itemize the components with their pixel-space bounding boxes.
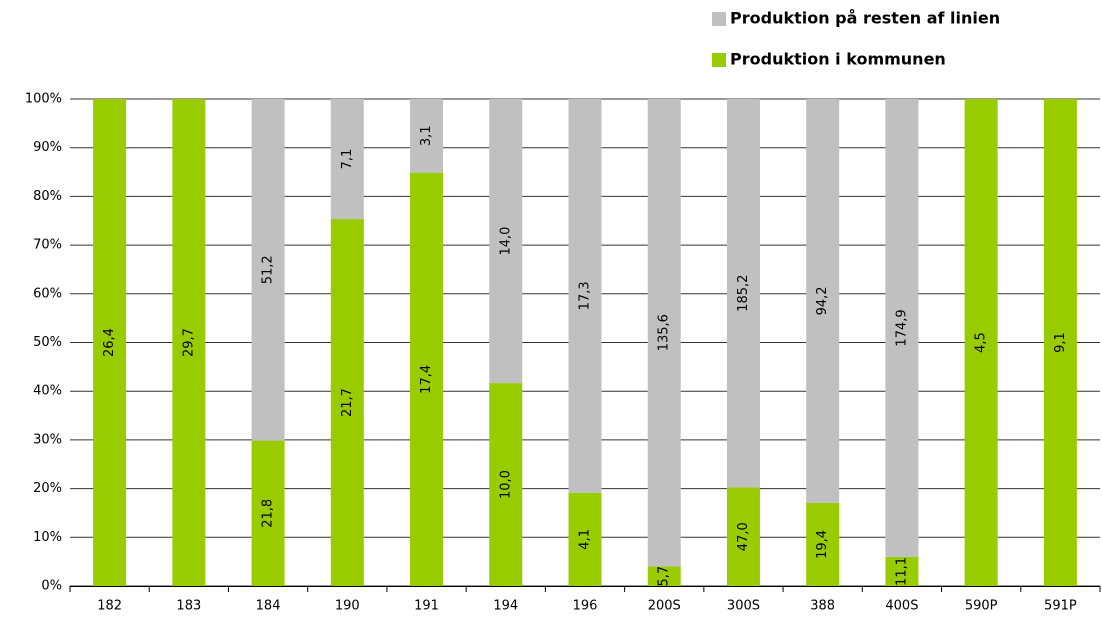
data-label: 47,0: [736, 522, 751, 551]
y-tick-label: 100%: [25, 92, 62, 107]
x-tick-label: 300S: [727, 599, 760, 614]
bar-segment: [964, 99, 998, 586]
bar-segment: [647, 566, 681, 586]
x-tick-label: 200S: [648, 599, 681, 614]
bar-segment: [330, 99, 364, 220]
y-tick-label: 20%: [33, 481, 62, 496]
bar-segment: [410, 99, 444, 173]
legend-label: Produktion på resten af linien: [730, 9, 1000, 28]
data-label: 17,3: [578, 281, 593, 310]
bar-segment: [806, 502, 840, 586]
bar-segment: [726, 487, 760, 586]
legend-label: Produktion i kommunen: [730, 50, 946, 69]
data-label: 135,6: [657, 314, 672, 351]
data-label: 14,0: [498, 227, 513, 256]
y-tick-label: 40%: [33, 384, 62, 399]
bar-segment: [410, 172, 444, 586]
bar-segment: [93, 99, 127, 586]
data-label: 9,1: [1053, 332, 1068, 353]
data-label: 21,7: [340, 388, 355, 417]
y-tick-label: 30%: [33, 432, 62, 447]
bar-segment: [1043, 99, 1077, 586]
bar-segment: [885, 99, 919, 557]
x-tick-label: 590P: [965, 599, 998, 614]
bar-segment: [568, 99, 602, 493]
data-label: 4,5: [974, 332, 989, 353]
x-tick-label: 388: [810, 599, 835, 614]
data-label: 5,7: [657, 566, 672, 587]
bar-segment: [251, 99, 285, 441]
bar-segment: [647, 99, 681, 567]
data-label: 26,4: [102, 328, 117, 357]
y-tick-label: 50%: [33, 335, 62, 350]
y-tick-label: 80%: [33, 189, 62, 204]
x-tick-label: 591P: [1044, 599, 1077, 614]
data-label: 17,4: [419, 365, 434, 394]
data-label: 19,4: [815, 530, 830, 559]
bar-segment: [806, 99, 840, 503]
data-label: 94,2: [815, 286, 830, 315]
bar-segment: [489, 99, 523, 384]
data-label: 29,7: [181, 328, 196, 357]
data-label: 11,1: [894, 557, 909, 586]
y-tick-label: 10%: [33, 530, 62, 545]
data-label: 185,2: [736, 275, 751, 312]
x-tick-label: 400S: [885, 599, 918, 614]
data-label: 7,1: [340, 149, 355, 170]
bar-segment: [330, 219, 364, 586]
data-label: 10,0: [498, 470, 513, 499]
y-tick-label: 90%: [33, 140, 62, 155]
bar-segment: [489, 383, 523, 586]
y-tick-label: 60%: [33, 286, 62, 301]
x-tick-label: 183: [176, 599, 201, 614]
x-tick-label: 194: [493, 599, 518, 614]
legend-swatch: [712, 53, 726, 67]
x-tick-label: 191: [414, 599, 439, 614]
bar-segment: [172, 99, 206, 586]
bar-segment: [726, 99, 760, 488]
bar-segment: [251, 440, 285, 586]
legend-swatch: [712, 12, 726, 26]
data-label: 174,9: [894, 309, 909, 346]
data-label: 21,8: [261, 499, 276, 528]
bar-segment: [885, 556, 919, 586]
x-tick-label: 184: [256, 599, 281, 614]
data-label: 4,1: [578, 529, 593, 550]
x-tick-label: 190: [335, 599, 360, 614]
bar-segment: [568, 492, 602, 586]
x-tick-label: 196: [573, 599, 598, 614]
data-label: 3,1: [419, 125, 434, 146]
y-tick-label: 0%: [41, 579, 62, 594]
y-tick-label: 70%: [33, 238, 62, 253]
x-tick-label: 182: [97, 599, 122, 614]
data-label: 51,2: [261, 255, 276, 284]
